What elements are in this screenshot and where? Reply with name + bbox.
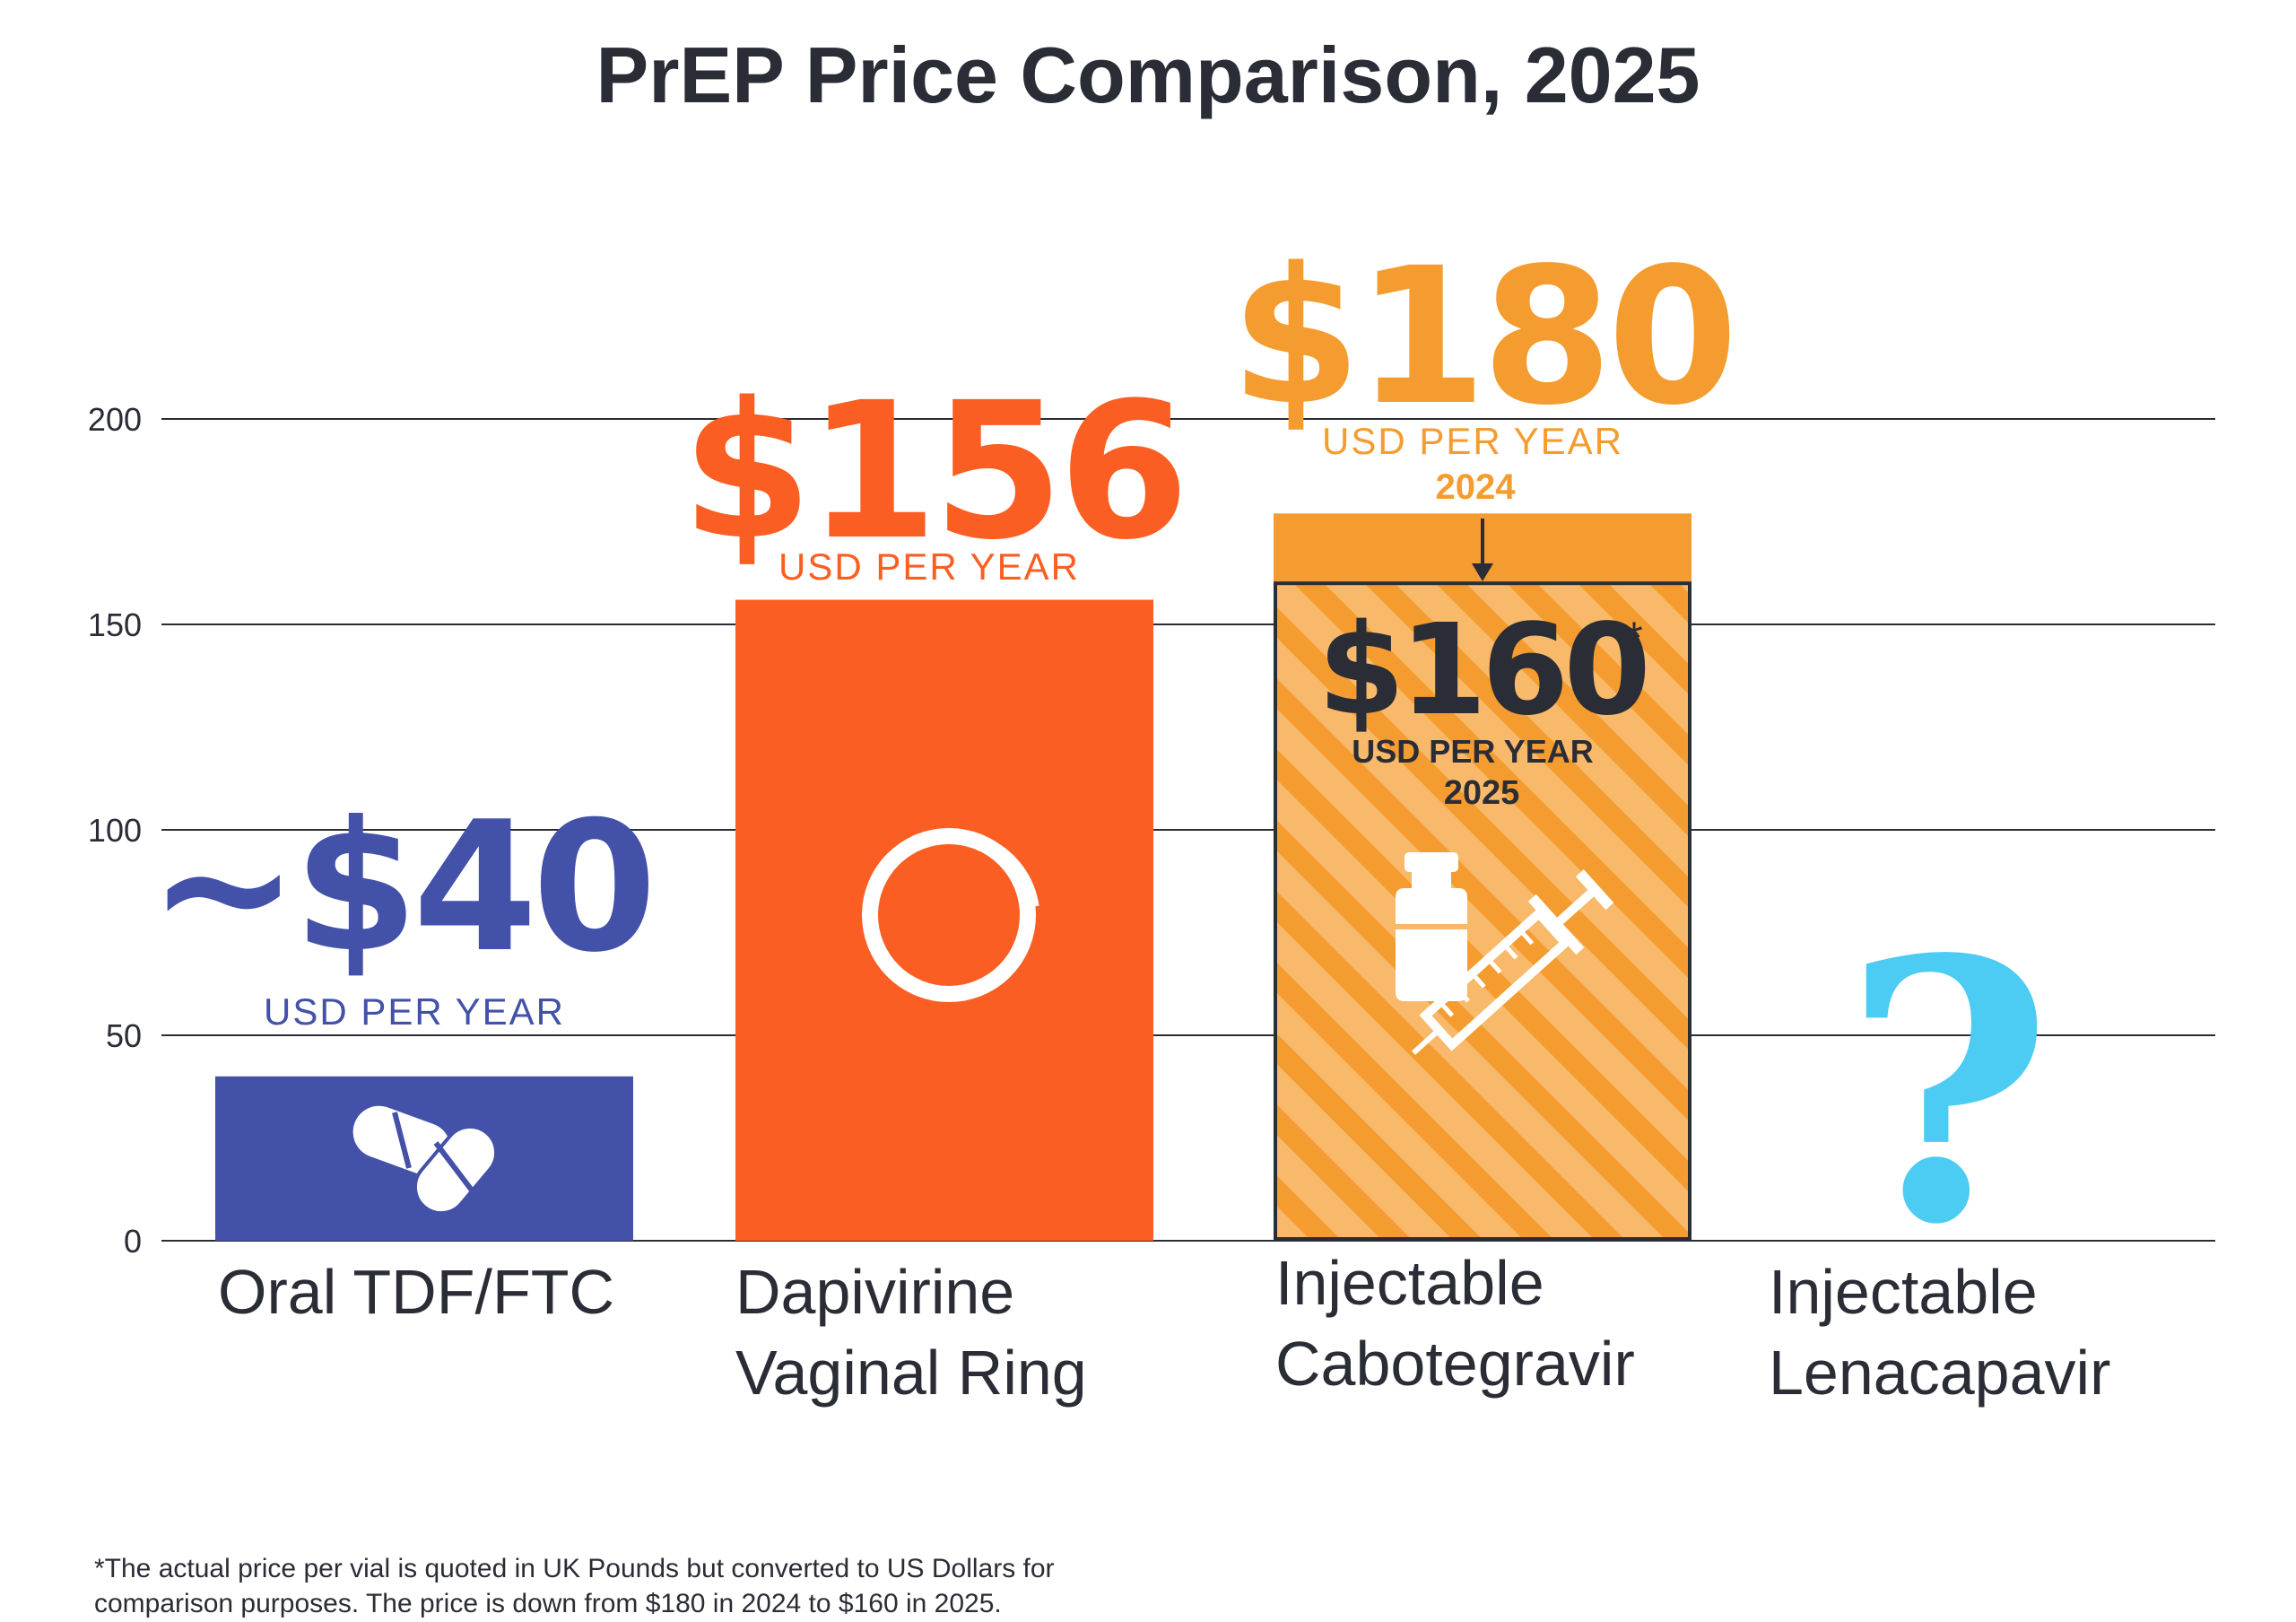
y-tick-label: 200 (88, 401, 142, 438)
bar-cabotegravir-2025 (1274, 581, 1692, 1241)
chart-title: PrEP Price Comparison, 2025 (596, 31, 1700, 119)
category-label: Cabotegravir (1275, 1329, 1635, 1399)
syringe-tick (1454, 986, 1470, 1003)
price-label-cabotegravir-2025: $160 (1318, 597, 1646, 744)
syringe-tick (1518, 929, 1535, 946)
vial-body (1396, 888, 1467, 1001)
syringe-flange (1527, 894, 1585, 955)
category-label: Dapivirine (735, 1257, 1014, 1327)
icons (352, 828, 1614, 1216)
pill-divider-2 (433, 1141, 478, 1197)
category-label: Oral TDF/FTC (218, 1257, 614, 1327)
price-label-dapivirine: $156 (682, 362, 1184, 581)
unit-label-cabotegravir-2024: USD PER YEAR (1322, 420, 1623, 462)
arrow-head (1472, 563, 1493, 581)
category-label: Injectable (1275, 1248, 1544, 1318)
syringe-plunger-head (1575, 869, 1614, 911)
syringe-tick (1502, 943, 1518, 960)
y-tick-label: 50 (106, 1017, 142, 1054)
syringe-plunger (1557, 887, 1596, 925)
pill-divider-1 (392, 1112, 412, 1169)
y-axis: 0 50 100 150 200 (88, 401, 142, 1260)
category-label: Vaginal Ring (735, 1338, 1087, 1408)
x-axis-labels: Oral TDF/FTC Dapivirine Vaginal Ring Inject… (218, 1248, 2110, 1408)
syringe-tick (1486, 957, 1502, 974)
ring-icon (862, 828, 1039, 1002)
vial-label-line (1396, 924, 1467, 929)
syringe-needle (1411, 1028, 1441, 1055)
y-tick-label: 150 (88, 606, 142, 643)
y-tick-label: 0 (124, 1223, 142, 1260)
year-label-2024: 2024 (1436, 467, 1517, 507)
syringe-tick (1438, 1000, 1455, 1017)
syringe-tick (1470, 972, 1486, 989)
year-label-2025: 2025 (1444, 774, 1520, 812)
unit-label-dapivirine: USD PER YEAR (778, 545, 1080, 588)
ring-highlight (984, 836, 1039, 907)
vial-cap (1405, 852, 1458, 872)
bars (215, 513, 1692, 1241)
syringe (1411, 869, 1614, 1055)
category-label: Injectable (1769, 1257, 2038, 1327)
question-mark-lenacapavir: ? (1843, 882, 2053, 1304)
vial-syringe-icon (1396, 852, 1614, 1055)
pills-icon (352, 1105, 499, 1216)
price-label-cabotegravir-2024: $180 (1231, 227, 1733, 447)
footnote-line-1: *The actual price per vial is quoted in … (94, 1554, 1055, 1583)
asterisk-mark: * (1625, 613, 1642, 663)
price-label-oral: ~$40 (148, 783, 651, 992)
footnote-line-2: comparison purposes. The price is down f… (94, 1589, 1002, 1618)
vial-neck (1412, 872, 1451, 888)
y-tick-label: 100 (88, 812, 142, 849)
category-label: Lenacapavir (1769, 1338, 2110, 1408)
unit-label-oral: USD PER YEAR (264, 990, 565, 1033)
unit-label-cabotegravir-2025: USD PER YEAR (1352, 733, 1593, 770)
ring-circle (862, 828, 1036, 1002)
gridlines (161, 418, 2215, 1242)
bar-dapivirine-ring (735, 599, 1153, 1241)
